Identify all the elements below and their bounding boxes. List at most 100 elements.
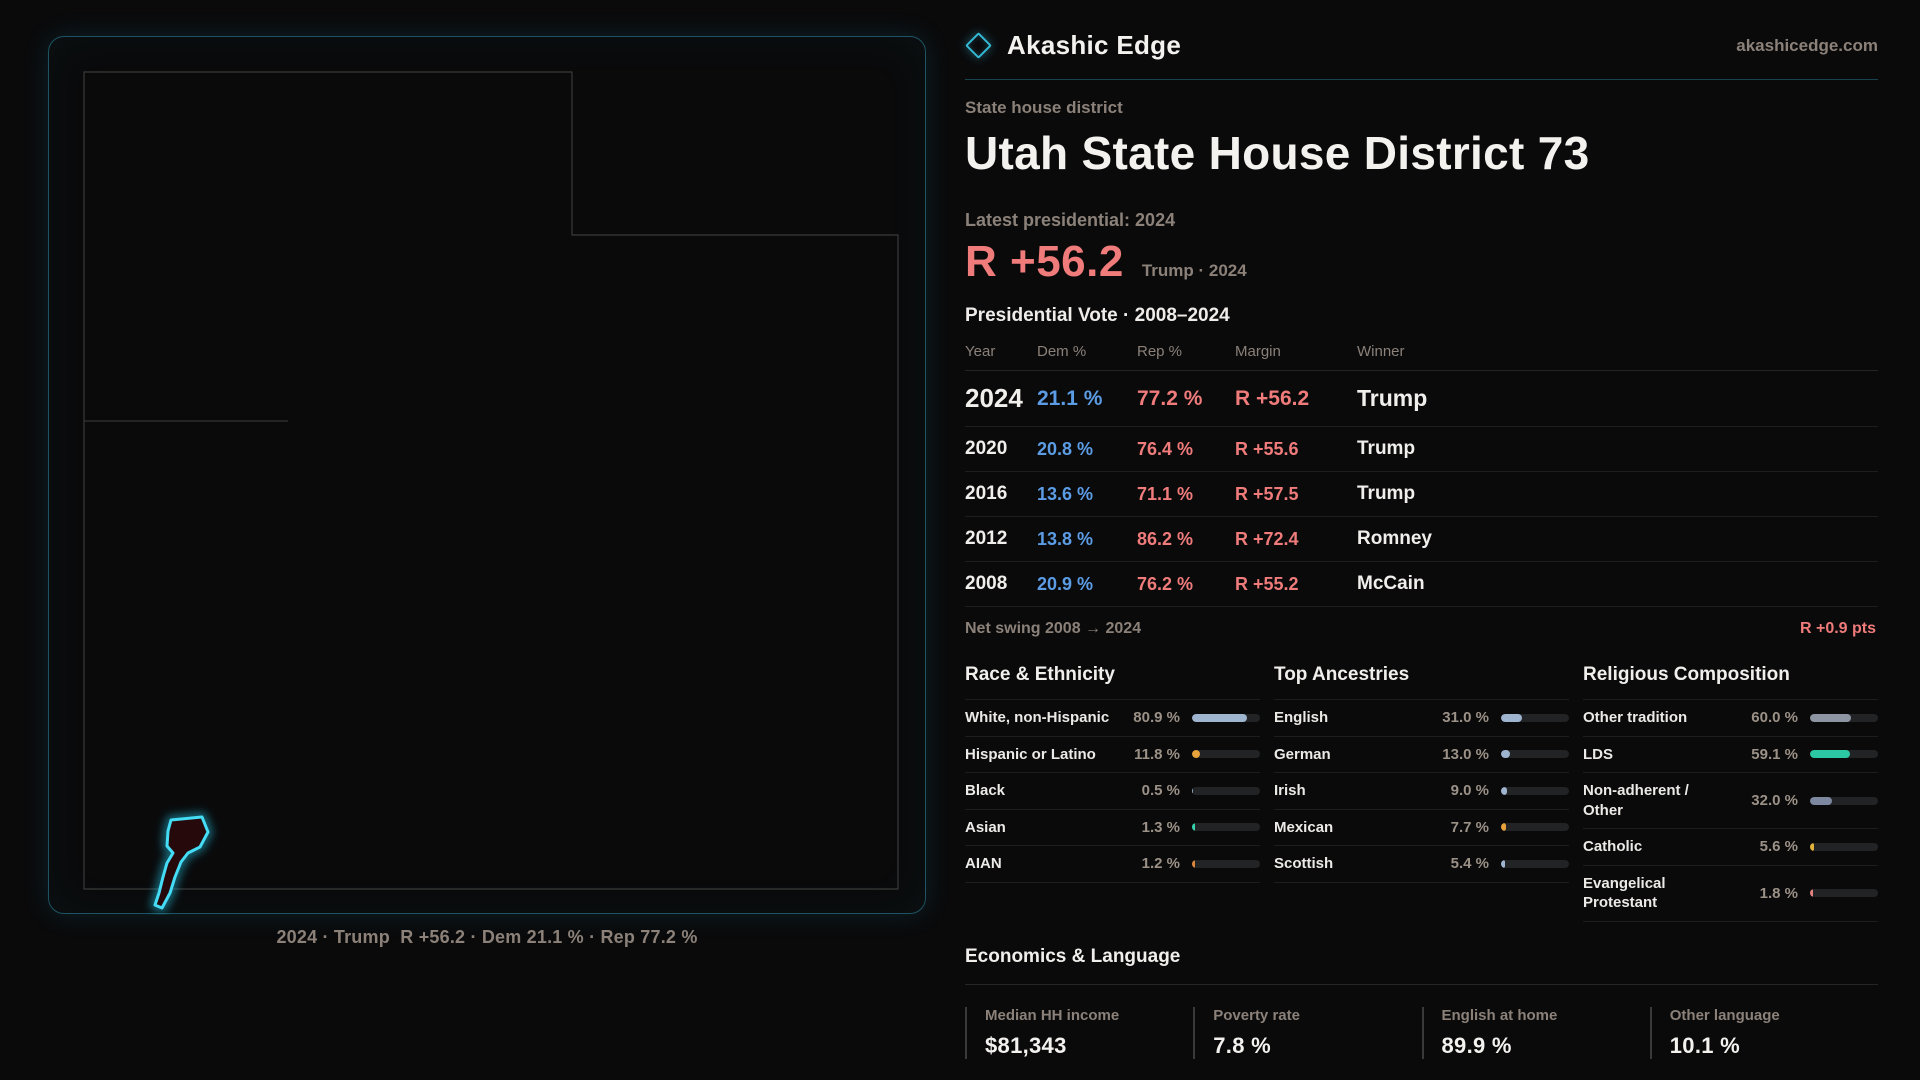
demo-bar-track: [1810, 842, 1878, 851]
stat-value: $81,343: [985, 1032, 1067, 1058]
demo-row: Scottish 5.4 %: [1274, 845, 1569, 882]
demo-row: Hispanic or Latino 11.8 %: [965, 735, 1260, 773]
demo-row: Other tradition 60.0 %: [1583, 699, 1878, 736]
demo-label: Asian: [965, 818, 1006, 836]
demo-value: 31.0 %: [1442, 709, 1489, 727]
demo-label: White, non-Hispanic: [965, 709, 1110, 726]
vote-cell-mar: R +55.2: [1235, 573, 1299, 594]
demo-bar-track: [1192, 713, 1260, 722]
demo-row: English 31.0 %: [1274, 699, 1569, 736]
demo-value: 80.9 %: [1133, 709, 1180, 727]
demo-bar-track: [1192, 750, 1260, 759]
demo-row: Asian 1.3 %: [965, 808, 1260, 846]
vote-cell-dem: 21.1 %: [1037, 386, 1103, 410]
demo-label: Other tradition: [1583, 709, 1688, 726]
demo-value: 5.4 %: [1450, 855, 1489, 873]
demo-value: 5.6 %: [1759, 838, 1798, 856]
district-map-panel: [48, 36, 926, 914]
headline-margin-row: R +56.2 Trump · 2024: [965, 237, 1878, 287]
demo-bar-track: [1501, 713, 1569, 722]
demo-bar-fill: [1810, 796, 1832, 805]
demo-column: Race & Ethnicity White, non-Hispanic 80.9 …: [965, 654, 1260, 922]
district-73-shape[interactable]: [153, 815, 210, 910]
headline-context: Trump · 2024: [1141, 261, 1247, 280]
demo-label: Catholic: [1583, 838, 1643, 855]
col-header-rep: Rep %: [1137, 343, 1183, 360]
net-swing-row: Net swing 2008 → 2024 R +0.9 pts: [965, 607, 1878, 650]
demo-label: Scottish: [1274, 855, 1334, 872]
vote-cell-dem: 20.9 %: [1037, 573, 1094, 594]
vote-cell-rep: 76.4 %: [1137, 438, 1194, 459]
demo-label: Hispanic or Latino: [965, 745, 1096, 763]
economics-title: Economics & Language: [965, 946, 1878, 985]
vote-table-row: 2020 20.8 % 76.4 % R +55.6 Trump: [965, 427, 1878, 472]
demo-bar-track: [1810, 750, 1878, 759]
vote-table-title: Presidential Vote · 2008–2024: [965, 305, 1230, 326]
demo-value: 1.8 %: [1759, 884, 1798, 902]
col-header-dem: Dem %: [1037, 343, 1087, 360]
demo-column-title: Religious Composition: [1583, 664, 1790, 685]
demo-row: Black 0.5 %: [965, 772, 1260, 809]
headline-margin-value: R +56.2: [965, 237, 1124, 286]
demo-value: 32.0 %: [1751, 792, 1798, 809]
demo-value: 0.5 %: [1141, 782, 1180, 800]
demo-rows: White, non-Hispanic 80.9 % Hispanic or Lat…: [965, 699, 1260, 883]
vote-cell-win: Trump: [1357, 438, 1416, 459]
vote-table-header: Year Dem % Rep % Margin Winner: [965, 335, 1878, 371]
vote-cell-rep: 86.2 %: [1137, 528, 1194, 549]
demo-row: Irish 9.0 %: [1274, 772, 1569, 809]
demo-bar-fill: [1192, 823, 1195, 832]
vote-cell-year: 2012: [965, 528, 1008, 549]
demo-bar-track: [1810, 796, 1878, 805]
vote-cell-dem: 13.8 %: [1037, 528, 1094, 549]
diamond-logo-icon: [965, 32, 992, 59]
stat-value: 89.9 %: [1441, 1032, 1512, 1058]
kicker-label: State house district: [965, 98, 1123, 117]
demo-row: AIAN 1.2 %: [965, 845, 1260, 882]
col-header-winner: Winner: [1357, 343, 1405, 360]
demo-column-title: Top Ancestries: [1274, 664, 1410, 685]
demo-bar-track: [1192, 859, 1260, 868]
map-caption: 2024 · Trump R +56.2 · Dem 21.1 % · Rep …: [276, 927, 698, 947]
demographics-grid: Race & Ethnicity White, non-Hispanic 80.9 …: [965, 654, 1878, 922]
brand-domain-link[interactable]: akashicedge.com: [1736, 35, 1878, 55]
stat-label: English at home: [1441, 1006, 1558, 1024]
demo-bar-fill: [1501, 750, 1510, 759]
demo-row: Non-adherent / Other 32.0 %: [1583, 772, 1878, 828]
vote-table-row: 2016 13.6 % 71.1 % R +57.5 Trump: [965, 472, 1878, 517]
brand-name: Akashic Edge: [1007, 30, 1182, 60]
net-swing-label: Net swing 2008 → 2024: [965, 620, 1142, 637]
demo-bar-track: [1501, 823, 1569, 832]
demo-row: LDS 59.1 %: [1583, 735, 1878, 773]
stat-value: 7.8 %: [1213, 1032, 1272, 1058]
vote-cell-rep: 76.2 %: [1137, 573, 1194, 594]
vote-cell-win: Trump: [1357, 385, 1428, 411]
vote-cell-year: 2020: [965, 438, 1008, 459]
demo-row: German 13.0 %: [1274, 735, 1569, 773]
stat-card: Poverty rate 7.8 %: [1193, 1006, 1421, 1059]
demo-label: Non-adherent / Other: [1583, 782, 1689, 819]
vote-cell-rep: 77.2 %: [1137, 386, 1203, 410]
col-header-margin: Margin: [1235, 343, 1281, 360]
demo-value: 9.0 %: [1450, 782, 1489, 800]
vote-cell-mar: R +57.5: [1235, 483, 1299, 504]
vote-cell-mar: R +72.4: [1235, 528, 1299, 549]
demo-bar-fill: [1810, 889, 1813, 897]
vote-cell-win: Trump: [1357, 483, 1416, 504]
vote-table: Year Dem % Rep % Margin Winner 2024 21.1 …: [965, 335, 1878, 607]
demo-row: White, non-Hispanic 80.9 %: [965, 699, 1260, 736]
vote-table-row: 2012 13.8 % 86.2 % R +72.4 Romney: [965, 517, 1878, 562]
economics-stats-row: Median HH income $81,343 Poverty rate 7.8 %…: [965, 1006, 1878, 1059]
latest-presidential-label: Latest presidential: 2024: [965, 210, 1176, 230]
demo-bar-track: [1192, 786, 1260, 795]
report-column: Akashic Edge akashicedge.com State house…: [965, 0, 1878, 1080]
demo-row: Evangelical Protestant 1.8 %: [1583, 864, 1878, 921]
vote-cell-year: 2024: [965, 383, 1023, 413]
vote-cell-win: Romney: [1357, 528, 1432, 549]
demo-value: 60.0 %: [1751, 709, 1798, 727]
demo-rows: English 31.0 % German 13.0 % Irish 9.0 % Mexic…: [1274, 699, 1569, 883]
demo-label: AIAN: [965, 855, 1002, 872]
brand-header: Akashic Edge akashicedge.com: [965, 0, 1878, 80]
vote-cell-dem: 13.6 %: [1037, 483, 1094, 504]
demo-bar-track: [1501, 859, 1569, 868]
